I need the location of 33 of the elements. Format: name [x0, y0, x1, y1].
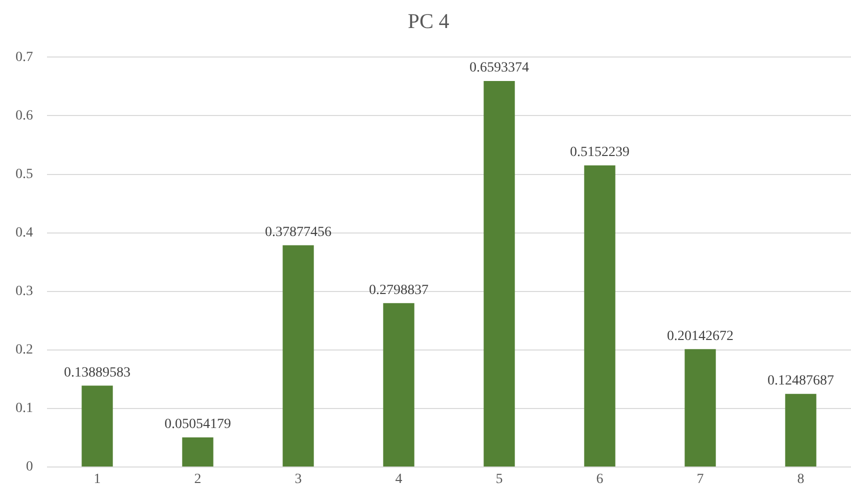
data-label: 0.5152239 [570, 145, 630, 160]
x-tick-label: 4 [395, 472, 402, 488]
y-tick-label: 0.3 [16, 284, 33, 300]
x-tick-label: 3 [294, 472, 302, 488]
bar [785, 394, 816, 466]
y-tick-label: 0.2 [16, 342, 33, 358]
bar [82, 386, 113, 466]
bar [684, 349, 716, 466]
x-tick-label: 2 [194, 472, 202, 488]
x-tick-label: 1 [94, 472, 101, 488]
data-label: 0.13889583 [64, 365, 130, 380]
y-tick-label: 0.7 [16, 50, 33, 65]
x-tick-label: 8 [797, 472, 804, 488]
bar [484, 81, 515, 466]
data-label: 0.37877456 [265, 224, 332, 240]
bar [282, 245, 314, 466]
y-tick-label: 0.4 [16, 226, 33, 240]
data-label: 0.20142672 [667, 328, 734, 344]
data-label: 0.12487687 [768, 374, 834, 389]
x-tick-label: 7 [696, 472, 704, 488]
y-tick-label: 0.1 [16, 401, 33, 416]
x-tick-label: 5 [496, 472, 503, 488]
data-label: 0.6593374 [470, 60, 529, 76]
data-label: 0.05054179 [164, 417, 231, 432]
data-label: 0.2798837 [369, 282, 428, 298]
bar [182, 437, 214, 466]
y-tick-label: 0.6 [16, 108, 33, 124]
y-tick-label: 0 [26, 460, 33, 475]
chart-title: PC 4 [408, 9, 450, 34]
x-tick-label: 6 [596, 472, 604, 488]
bar [584, 165, 616, 466]
y-tick-label: 0.5 [16, 166, 33, 182]
bar [383, 303, 414, 466]
